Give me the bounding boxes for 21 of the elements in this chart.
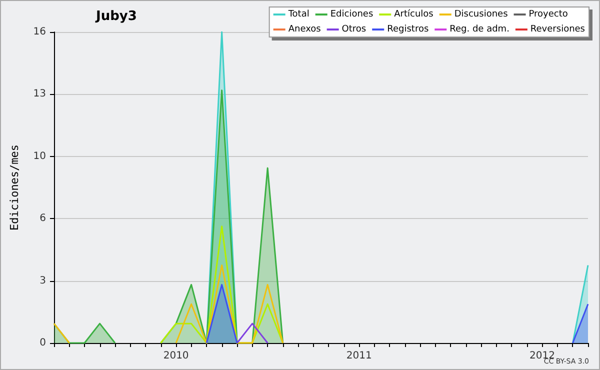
y-tick-label: 13 <box>33 88 46 100</box>
legend-label: Artículos <box>394 8 434 20</box>
legend-label: Otros <box>342 24 366 34</box>
line-series <box>160 226 284 344</box>
y-tick-label: 10 <box>33 150 46 162</box>
legend-label: Registros <box>387 24 429 34</box>
legend-label: Ediciones <box>330 10 374 20</box>
legend-label: Reg. de adm. <box>450 24 510 34</box>
y-tick-label: 0 <box>40 338 46 348</box>
y-tick-label: 3 <box>40 275 46 286</box>
x-tick-label: 2011 <box>346 350 372 362</box>
x-tick-label: 2010 <box>163 350 189 362</box>
legend-label: Total <box>287 10 310 20</box>
y-axis-title: Ediciones/mes <box>8 144 21 231</box>
legend-label: Anexos <box>288 24 322 34</box>
y-tick-label: 16 <box>33 26 46 38</box>
y-tick-label: 6 <box>40 213 46 224</box>
chart-title: Juby3 <box>95 9 137 24</box>
legend-label: Discusiones <box>454 10 508 20</box>
legend-label: Reversiones <box>530 24 586 34</box>
legend-label: Proyecto <box>528 10 568 20</box>
